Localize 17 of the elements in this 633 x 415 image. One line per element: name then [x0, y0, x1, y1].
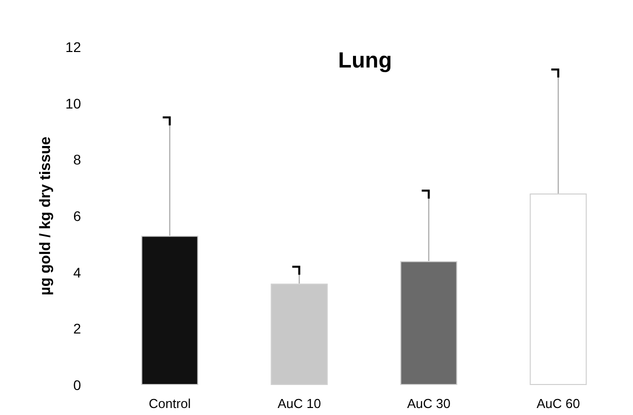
chart-title: Lung — [338, 48, 392, 72]
y-tick-label: 0 — [73, 377, 82, 393]
x-tick-label: Control — [148, 396, 191, 411]
y-tick-label: 12 — [65, 39, 82, 55]
x-tick-label: AuC 30 — [407, 396, 450, 411]
y-tick-label: 10 — [65, 95, 82, 112]
x-tick-label: AuC 10 — [278, 396, 321, 411]
bar — [270, 284, 328, 385]
y-tick-label: 4 — [73, 264, 82, 280]
y-axis-title: µg gold / kg dry tissue — [37, 136, 54, 296]
bar — [141, 236, 198, 385]
bar — [530, 193, 587, 385]
y-tick-label: 8 — [73, 152, 82, 168]
bar — [400, 261, 458, 385]
x-tick-label: AuC 60 — [536, 396, 580, 411]
y-tick-label: 2 — [73, 320, 82, 337]
y-tick-label: 6 — [73, 208, 82, 224]
